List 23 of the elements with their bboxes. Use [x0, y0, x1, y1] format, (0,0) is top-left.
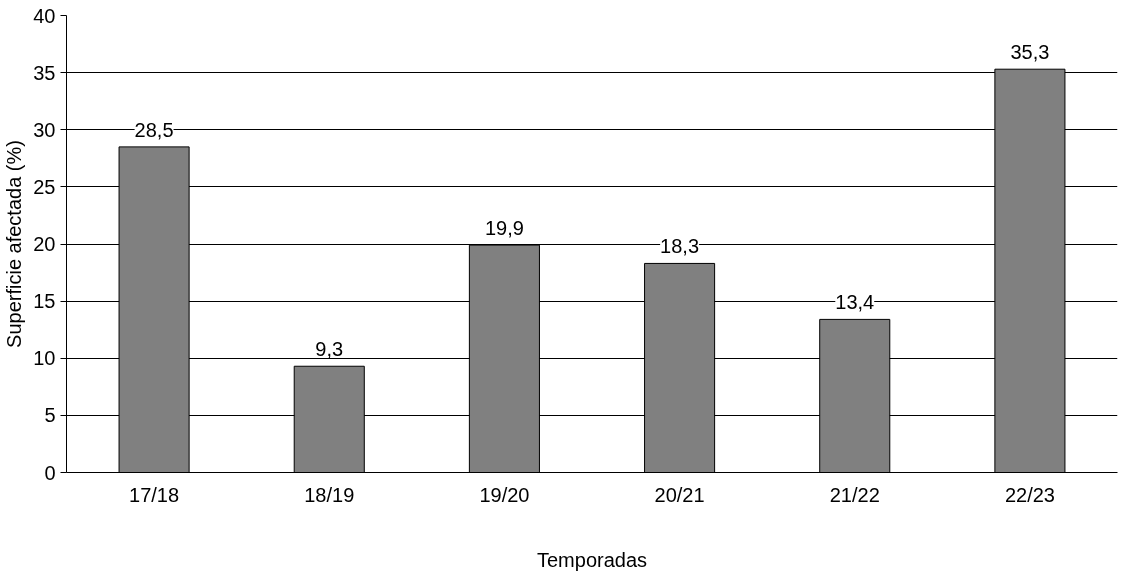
- y-tick-label: 15: [33, 290, 56, 313]
- x-tick-label: 18/19: [304, 483, 355, 506]
- y-tick-label: 10: [33, 347, 56, 370]
- x-tick-label: 19/20: [479, 483, 530, 506]
- data-label: 35,3: [1010, 41, 1050, 64]
- x-tick-label: 22/23: [1004, 483, 1055, 506]
- data-label: 28,5: [134, 118, 174, 141]
- y-tick-label: 20: [33, 233, 56, 255]
- y-tick-label: 5: [44, 404, 56, 427]
- data-label: 13,4: [835, 291, 875, 314]
- data-label: 9,3: [315, 338, 344, 361]
- y-tick-label: 35: [33, 61, 56, 84]
- y-tick-label: 30: [33, 118, 56, 141]
- x-tick-label: 20/21: [654, 483, 705, 506]
- data-label: 18,3: [660, 235, 700, 258]
- y-tick-label: 40: [33, 4, 56, 27]
- x-tick-label: 21/22: [829, 483, 880, 506]
- x-tick-label: 17/18: [129, 483, 180, 506]
- x-axis-title: Temporadas: [536, 548, 648, 571]
- y-tick-label: 0: [44, 461, 56, 484]
- data-label: 19,9: [484, 217, 524, 240]
- y-tick-label: 25: [33, 175, 56, 198]
- y-axis-title: Superficie afectada (%): [3, 140, 26, 348]
